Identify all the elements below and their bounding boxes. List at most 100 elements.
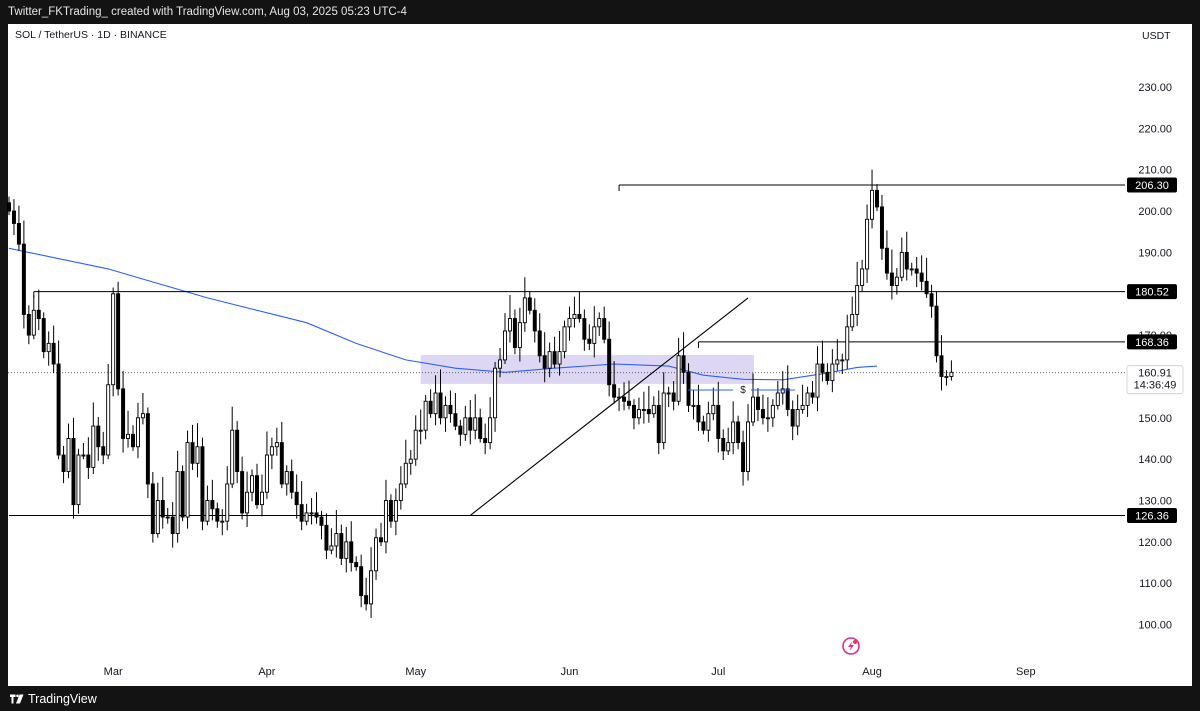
- candle-body: [51, 342, 56, 365]
- candle-body: [383, 500, 388, 543]
- candle-body: [805, 392, 810, 406]
- candle-body: [41, 318, 46, 353]
- candle-body: [240, 471, 245, 514]
- candle-body: [379, 537, 383, 543]
- candle-body: [825, 371, 830, 382]
- candle-body: [627, 400, 631, 406]
- candle-body: [215, 508, 220, 522]
- candle-body: [840, 359, 845, 362]
- candle-body: [919, 272, 924, 282]
- price-axis[interactable]: 100.00 110.00 120.00 130.00 140.00 150.00 160.…: [1138, 82, 1172, 632]
- candle-body: [934, 305, 939, 357]
- candle-body: [641, 409, 646, 411]
- candle-body: [170, 516, 175, 535]
- candle-body: [507, 318, 512, 332]
- candle-body: [478, 417, 483, 439]
- candle-body: [190, 442, 195, 464]
- candle-body: [726, 442, 731, 452]
- candle-body: [453, 413, 458, 427]
- candle-body: [765, 417, 770, 420]
- candle-body: [473, 417, 478, 431]
- candle-body: [195, 446, 200, 464]
- candle-body: [135, 417, 140, 448]
- candle-body: [106, 384, 111, 456]
- candle-body: [493, 367, 498, 419]
- candle-body: [810, 392, 815, 398]
- moving-average-layer: [8, 247, 878, 381]
- candle-body: [185, 442, 190, 518]
- candle-body: [294, 491, 299, 506]
- top-caption-bar: Twitter_FKTrading_ created with TradingV…: [0, 0, 1200, 24]
- y-tick-label: 150.00: [1138, 413, 1172, 425]
- candle-body: [498, 359, 503, 369]
- candle-body: [914, 268, 919, 274]
- candle-body: [795, 409, 800, 427]
- x-tick-label: Mar: [104, 666, 123, 678]
- candle-body: [91, 425, 96, 468]
- candle-body: [289, 471, 294, 493]
- price-tag-text: 180.52: [1135, 287, 1169, 299]
- candle-body: [607, 338, 612, 386]
- candle-body: [155, 500, 160, 535]
- price-tag-168.36: 168.36: [1127, 334, 1177, 350]
- candle-body: [815, 363, 820, 398]
- candle-body: [230, 429, 235, 485]
- candle-body: [121, 388, 126, 439]
- candle-body: [354, 562, 359, 568]
- price-tag-bg: [1127, 508, 1177, 524]
- candle-body: [681, 355, 686, 373]
- price-tag-bg: [1127, 334, 1177, 350]
- candle-body: [284, 471, 289, 485]
- candle-body: [21, 243, 26, 315]
- candle-body: [775, 392, 780, 406]
- candle-body: [899, 251, 904, 278]
- x-tick-label: Apr: [258, 666, 275, 678]
- candle-body: [250, 475, 255, 493]
- candle-body: [870, 189, 875, 220]
- candle-body: [180, 471, 185, 518]
- candle-body: [259, 491, 264, 506]
- candle-body: [324, 524, 329, 551]
- candle-body: [349, 541, 354, 563]
- symbol-title: SOL / TetherUS · 1D · BINANCE: [15, 29, 167, 41]
- candle-body: [309, 512, 314, 515]
- candle-body: [205, 500, 210, 522]
- candle-body: [61, 454, 66, 473]
- candle-body: [245, 491, 250, 514]
- candle-body: [264, 454, 269, 493]
- candle-body: [86, 454, 91, 468]
- caption-text: Twitter_FKTrading_ created with TradingV…: [8, 6, 407, 18]
- candle-body: [850, 313, 855, 328]
- candle-body: [671, 392, 676, 402]
- candle-body: [126, 433, 131, 439]
- candle-body: [929, 293, 934, 307]
- candle-body: [889, 272, 894, 286]
- candle-body: [949, 371, 954, 377]
- candle-body: [488, 417, 493, 444]
- candle-body: [413, 429, 418, 460]
- candle-body: [800, 404, 805, 410]
- candle-body: [522, 297, 527, 324]
- tradingview-logo[interactable]: TradingView: [10, 692, 97, 706]
- candle-body: [780, 388, 785, 394]
- candle-body: [661, 392, 666, 444]
- candle-body: [636, 409, 641, 419]
- candle-body: [255, 475, 259, 506]
- candle-body: [225, 483, 230, 522]
- candle-body: [359, 566, 364, 597]
- candle-body: [542, 355, 547, 369]
- candle-body: [875, 189, 879, 208]
- alert-icon[interactable]: [842, 637, 860, 655]
- candle-body: [572, 313, 577, 320]
- price-tag-text: 126.36: [1135, 511, 1169, 523]
- time-axis[interactable]: Mar Apr May Jun Jul Aug Sep: [104, 666, 1036, 678]
- x-tick-label: May: [405, 666, 426, 678]
- price-tag-206.30: 206.30: [1127, 177, 1177, 193]
- candle-body: [552, 351, 557, 365]
- candle-body: [274, 442, 279, 448]
- candle-body: [582, 318, 587, 340]
- candle-body: [592, 326, 597, 344]
- candle-body: [388, 500, 393, 522]
- candle-body: [131, 433, 135, 448]
